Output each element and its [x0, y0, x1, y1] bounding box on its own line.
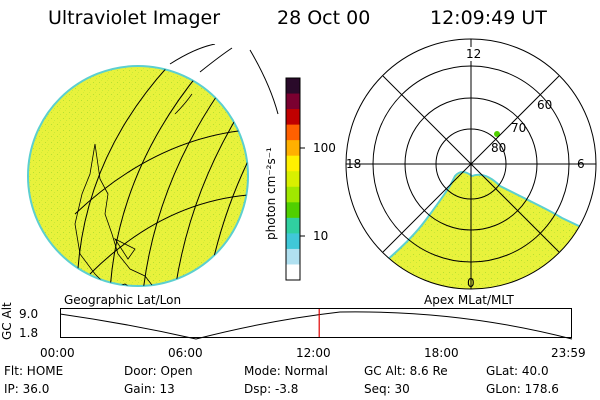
colorbar-segment — [286, 186, 300, 203]
timeline-ymax: 9.0 — [19, 307, 39, 321]
coastline — [113, 237, 136, 260]
timeline-tick-1: 06:00 — [168, 346, 203, 360]
latitude-line — [89, 193, 248, 275]
colorbar-segment — [286, 124, 300, 141]
colorbar-segment — [286, 264, 300, 281]
coastline — [74, 143, 156, 286]
colorbar-segment — [286, 248, 300, 265]
aurora-spot — [494, 131, 500, 137]
colorbar-segment — [286, 171, 300, 188]
colorbar-segment — [286, 140, 300, 157]
altitude-timeline — [60, 308, 573, 340]
gc-alt-value: GC Alt: 8.6 Re — [364, 364, 448, 378]
timeline-ymin: 1.8 — [19, 326, 39, 340]
seq-value: Seq: 30 — [364, 382, 410, 396]
mlt-label-18: 18 — [346, 157, 362, 171]
meridian-line — [108, 71, 201, 286]
glon-value: GLon: 178.6 — [486, 382, 559, 396]
mlt-label-0: 0 — [467, 276, 475, 290]
glat-value: GLat: 40.0 — [486, 364, 549, 378]
lat-label-60: 60 — [537, 98, 553, 112]
mode-value: Mode: Normal — [244, 364, 328, 378]
ip-value: IP: 36.0 — [4, 382, 50, 396]
timeline-tick-2: 12:00 — [296, 346, 331, 360]
latitude-line — [74, 128, 248, 215]
colorbar — [285, 77, 305, 281]
door-value: Door: Open — [124, 364, 193, 378]
auroral-emission-region — [346, 171, 596, 289]
mlt-label-6: 6 — [577, 157, 585, 171]
lat-label-80: 80 — [491, 141, 507, 155]
gain-value: Gain: 13 — [124, 382, 175, 396]
colorbar-segment — [286, 155, 300, 172]
geographic-caption: Geographic Lat/Lon — [64, 293, 182, 307]
meridian-line — [199, 128, 248, 286]
colorbar-segment — [286, 217, 300, 234]
lat-label-70: 70 — [511, 121, 527, 135]
colorbar-segment — [286, 93, 300, 110]
colorbar-segment — [286, 78, 300, 95]
timeline-tick-3: 18:00 — [424, 346, 459, 360]
coastline — [174, 93, 193, 115]
apex-caption: Apex MLat/MLT — [424, 293, 514, 307]
instrument-title: Ultraviolet Imager — [48, 7, 221, 29]
colorbar-tick-100: 100 — [313, 141, 336, 155]
altitude-curve — [60, 311, 573, 340]
timeline-tick-4: 23:59 — [551, 346, 586, 360]
colorbar-segment — [286, 109, 300, 126]
mlt-label-12: 12 — [466, 47, 482, 61]
dsp-value: Dsp: -3.8 — [244, 382, 299, 396]
timeline-tick-0: 00:00 — [40, 346, 75, 360]
meridian-line — [139, 83, 226, 286]
geographic-map — [27, 44, 279, 287]
colorbar-unit-label: photon cm⁻²s⁻¹ — [264, 147, 278, 240]
header-time: 12:09:49 UT — [430, 7, 547, 29]
timeline-axis-label: GC Alt — [0, 302, 14, 340]
colorbar-segment — [286, 202, 300, 219]
polar-map — [345, 38, 597, 290]
header-date: 28 Oct 00 — [277, 7, 371, 29]
flt-value: Flt: HOME — [4, 364, 64, 378]
colorbar-segment — [286, 233, 300, 250]
colorbar-tick-10: 10 — [313, 229, 329, 243]
meridian-line — [76, 66, 171, 286]
